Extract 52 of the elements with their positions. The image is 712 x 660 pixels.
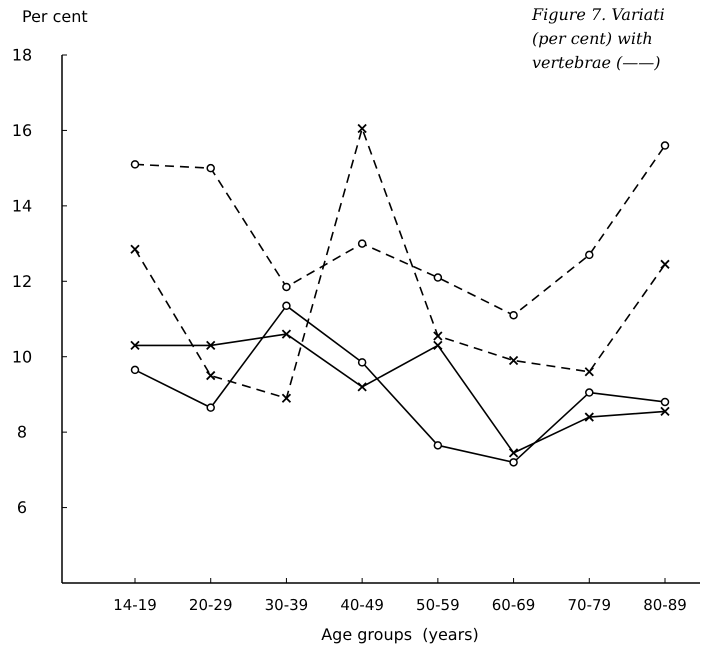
- point: [206, 340, 216, 350]
- x-tick-label: 50-59: [416, 596, 460, 614]
- point: [434, 273, 442, 282]
- point: [434, 441, 442, 450]
- point: [508, 356, 518, 366]
- text: (per cent) with: [532, 29, 653, 48]
- point: [432, 340, 443, 350]
- point: [584, 366, 594, 377]
- caption: Figure 7. Variati: [531, 5, 665, 24]
- annotation: vertebrae (——): [532, 53, 661, 72]
- point: [660, 141, 670, 150]
- point: [130, 160, 140, 169]
- point: [282, 329, 292, 339]
- x-axis-title: Age groups (years): [321, 625, 479, 644]
- point: [660, 398, 670, 406]
- x-tick-label: 40-49: [340, 596, 384, 614]
- x-tick-label: 20-29: [188, 596, 233, 614]
- point: [358, 239, 366, 248]
- x-tick-label: 70-79: [567, 596, 612, 614]
- y-axis-title: Per cent: [22, 7, 88, 26]
- point: [509, 458, 518, 467]
- y-tick-label: 8: [16, 422, 28, 442]
- point: [660, 406, 670, 416]
- point: [432, 331, 443, 341]
- point: [206, 164, 215, 172]
- x-tick-label: 30-39: [264, 596, 308, 614]
- point: [206, 403, 215, 412]
- point: [508, 448, 518, 458]
- point: [584, 412, 594, 422]
- x-tick-label: 60-69: [492, 596, 536, 614]
- point: [282, 282, 291, 292]
- y-tick-label: 12: [12, 272, 32, 291]
- point: [282, 302, 291, 310]
- point: [585, 250, 594, 260]
- y-tick-label: 10: [12, 347, 32, 366]
- x-tick-label: 14-19: [113, 596, 157, 614]
- point: [130, 366, 140, 374]
- point: [509, 310, 518, 320]
- point: [282, 393, 292, 404]
- point: [358, 358, 366, 367]
- point: [130, 244, 140, 254]
- point: [357, 382, 368, 392]
- y-tick-label: 6: [16, 498, 28, 518]
- point: [357, 124, 368, 134]
- point: [660, 259, 670, 270]
- point: [130, 340, 140, 350]
- point: [206, 370, 216, 380]
- y-tick-label: 16: [12, 121, 32, 140]
- y-tick-label: 14: [12, 196, 32, 216]
- x-tick-label: 80-89: [643, 596, 687, 614]
- y-tick-label: 18: [12, 46, 32, 65]
- point: [585, 388, 594, 397]
